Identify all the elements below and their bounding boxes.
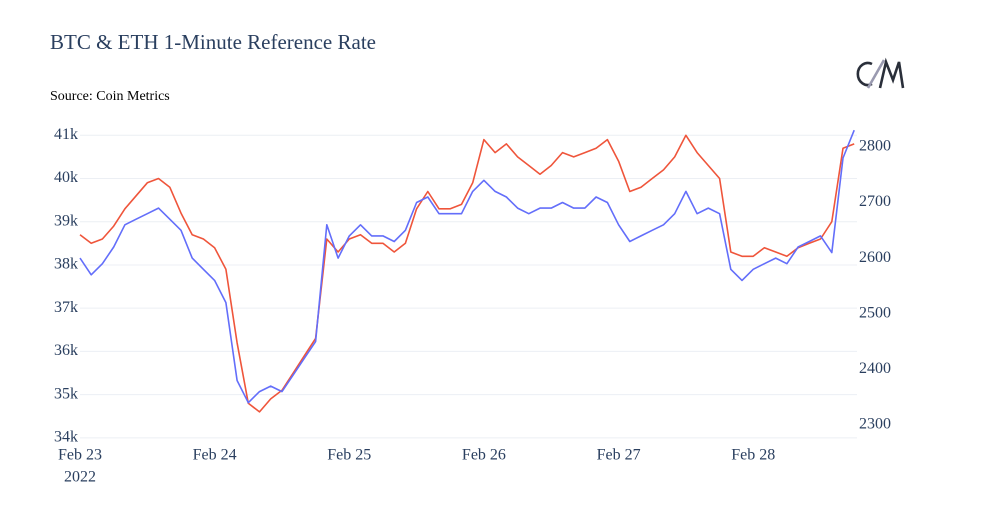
- x-tick-label: Feb 24: [193, 447, 237, 464]
- x-tick-label: Feb 28: [731, 447, 775, 464]
- series-line: [79, 129, 855, 404]
- x-tick-label: Feb 26: [462, 447, 506, 464]
- x-tick-label: Feb 23: [58, 447, 102, 464]
- logo-c: [856, 61, 873, 87]
- y2-tick-label: 2300: [859, 416, 891, 433]
- chart-subtitle: Source: Coin Metrics: [50, 89, 170, 104]
- y-tick-label: 40k: [54, 169, 78, 186]
- y2-tick-label: 2700: [859, 193, 891, 210]
- y-tick-label: 38k: [54, 256, 78, 273]
- chart-title: BTC & ETH 1-Minute Reference Rate: [50, 30, 376, 54]
- y-tick-label: 39k: [54, 212, 78, 229]
- x-axis-year: 2022: [64, 469, 96, 486]
- y-tick-label: 36k: [54, 342, 78, 359]
- y2-tick-label: 2800: [859, 138, 891, 155]
- x-tick-label: Feb 25: [327, 447, 371, 464]
- y2-tick-label: 2400: [859, 360, 891, 377]
- y-tick-label: 37k: [54, 299, 78, 316]
- y-tick-label: 41k: [54, 126, 78, 143]
- logo: [856, 57, 905, 89]
- y2-tick-label: 2500: [859, 304, 891, 321]
- y-tick-label: 35k: [54, 385, 78, 402]
- y-tick-label: 34k: [54, 429, 78, 446]
- y2-tick-label: 2600: [859, 249, 891, 266]
- series-line: [79, 134, 855, 413]
- logo-m: [878, 57, 905, 89]
- logo-slash: [866, 59, 886, 89]
- x-tick-label: Feb 27: [597, 447, 641, 464]
